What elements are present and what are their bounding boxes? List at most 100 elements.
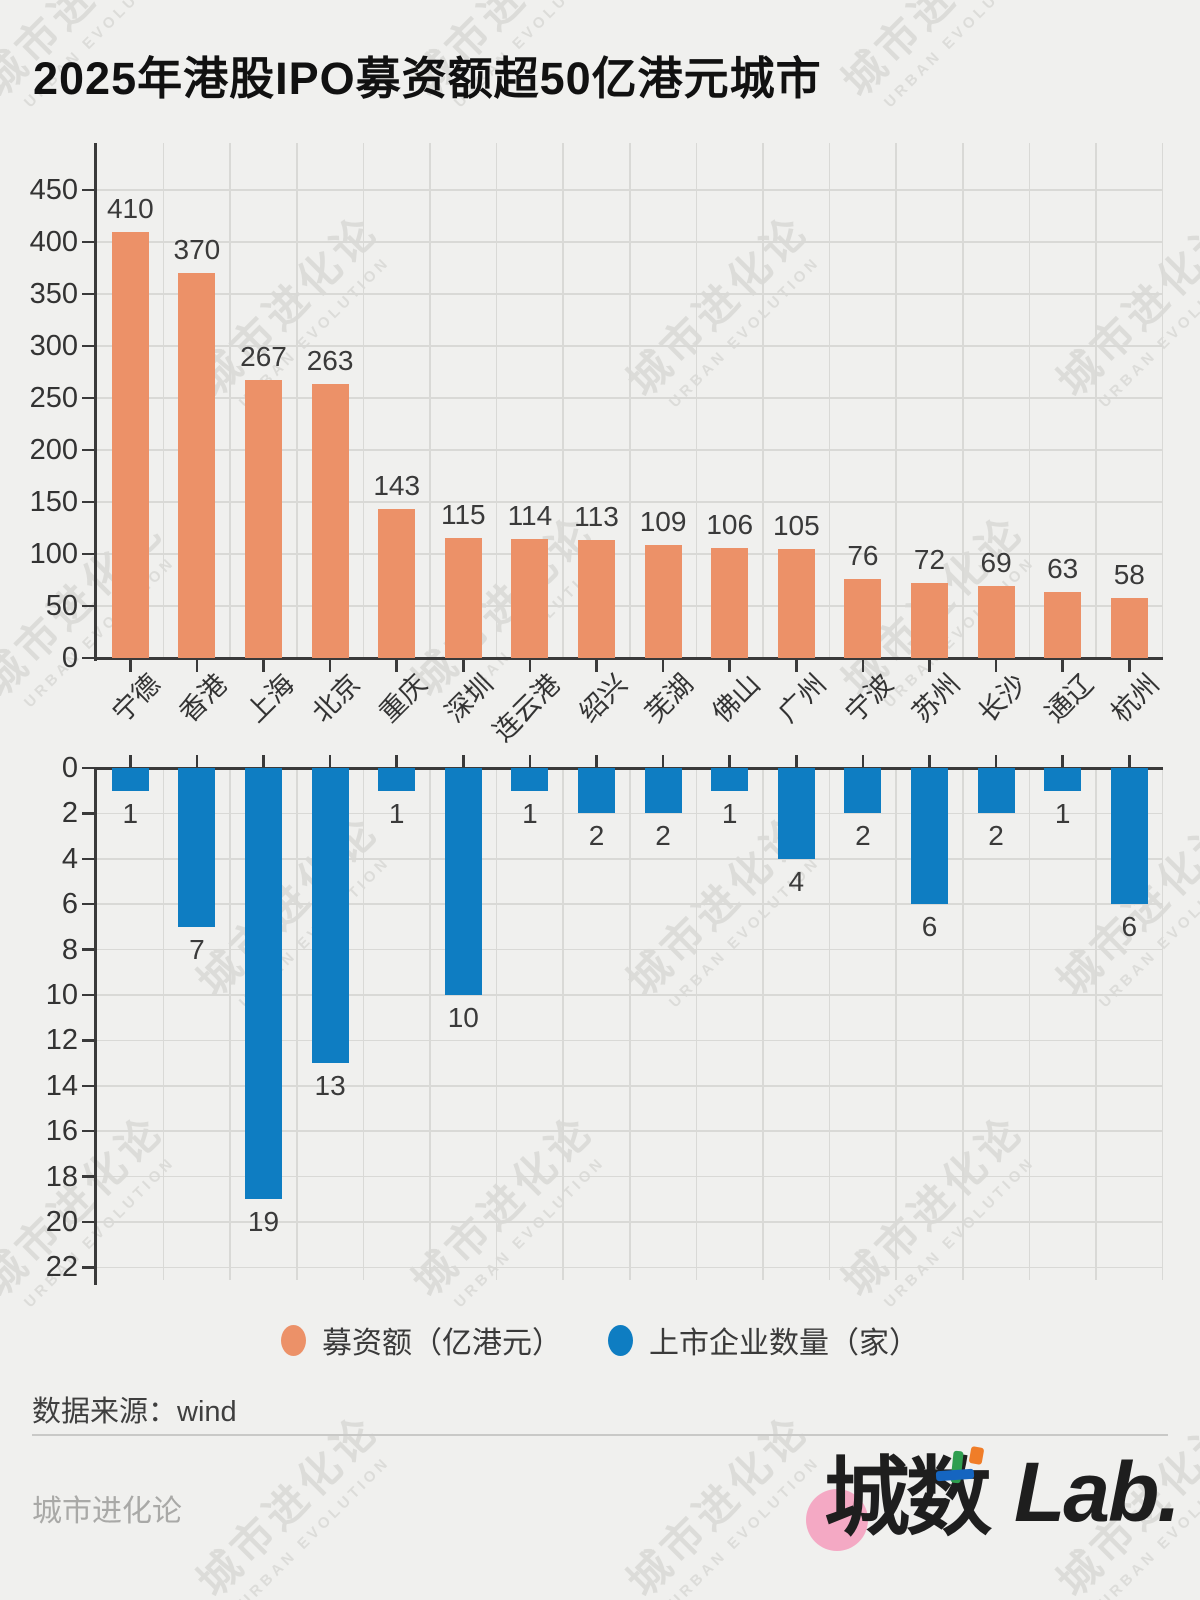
revenue-value-label: 105 xyxy=(772,509,820,541)
bottom-y-tick xyxy=(82,948,94,951)
v-gridline xyxy=(895,768,897,1280)
bottom-y-tick xyxy=(82,766,94,770)
revenue-value-label: 69 xyxy=(980,547,1012,579)
top-x-tick xyxy=(861,659,865,672)
bottom-x-tick xyxy=(1061,754,1064,767)
bottom-y-tick-label: 22 xyxy=(45,1251,78,1284)
revenue-bar xyxy=(311,384,349,658)
v-gridline xyxy=(1161,143,1164,658)
top-y-tick-label: 200 xyxy=(29,434,78,466)
bottom-x-tick xyxy=(395,754,398,767)
legend: 募资额（亿港元） 上市企业数量（家） xyxy=(0,1318,1200,1362)
count-bar xyxy=(911,768,948,905)
bottom-y-axis-line xyxy=(94,766,97,1285)
h-gridline xyxy=(97,858,1163,860)
revenue-bar xyxy=(911,583,948,658)
top-x-tick xyxy=(661,659,665,672)
top-x-tick xyxy=(262,659,265,672)
bottom-x-tick xyxy=(861,754,865,767)
top-y-tick-label: 300 xyxy=(29,330,78,362)
bottom-y-tick xyxy=(82,1266,94,1269)
count-value-label: 10 xyxy=(447,1002,479,1033)
bottom-y-tick-label: 4 xyxy=(61,842,78,875)
v-gridline xyxy=(562,143,564,658)
top-x-tick xyxy=(795,659,798,672)
v-gridline xyxy=(1095,143,1097,658)
top-y-tick-label: 50 xyxy=(45,590,78,622)
bottom-y-tick-label: 6 xyxy=(61,888,78,921)
v-gridline xyxy=(362,143,365,658)
revenue-bar xyxy=(111,231,149,658)
top-x-tick xyxy=(994,659,998,672)
top-y-tick xyxy=(82,448,94,452)
top-x-tick xyxy=(528,659,532,672)
count-bar xyxy=(511,768,549,791)
revenue-value-label: 410 xyxy=(106,192,154,224)
top-x-tick xyxy=(395,659,398,672)
h-gridline xyxy=(97,1175,1163,1178)
bottom-y-tick xyxy=(82,812,94,815)
v-gridline xyxy=(229,768,231,1280)
top-y-tick xyxy=(82,292,94,296)
v-gridline xyxy=(1095,768,1097,1280)
h-gridline xyxy=(97,1039,1163,1042)
bottom-x-axis-line xyxy=(94,766,1163,770)
v-gridline xyxy=(962,768,964,1280)
revenue-bar xyxy=(578,540,615,658)
top-y-tick-label: 450 xyxy=(29,174,78,206)
legend-item-revenue: 募资额（亿港元） xyxy=(281,1318,562,1362)
count-bar xyxy=(378,768,416,791)
revenue-value-label: 115 xyxy=(440,499,486,531)
revenue-bar xyxy=(711,547,749,658)
top-x-tick xyxy=(928,659,931,672)
legend-swatch-count xyxy=(608,1324,633,1356)
v-gridline xyxy=(495,768,498,1280)
revenue-value-label: 58 xyxy=(1113,558,1145,590)
count-bar xyxy=(178,768,216,927)
count-value-label: 1 xyxy=(721,797,738,829)
top-y-tick xyxy=(82,188,94,192)
bottom-y-tick xyxy=(82,857,94,861)
bottom-y-tick-label: 12 xyxy=(45,1024,78,1057)
top-y-tick xyxy=(82,344,94,348)
revenue-bar xyxy=(1044,592,1082,658)
top-x-tick xyxy=(328,659,332,672)
h-gridline xyxy=(97,241,1163,243)
count-bar xyxy=(311,768,349,1064)
top-y-tick xyxy=(82,500,94,504)
h-gridline xyxy=(97,397,1163,399)
footer-divider xyxy=(32,1434,1168,1436)
count-value-label: 4 xyxy=(788,865,805,897)
v-gridline xyxy=(762,768,764,1280)
revenue-value-label: 76 xyxy=(847,539,879,571)
top-y-tick xyxy=(82,240,94,244)
count-value-label: 2 xyxy=(655,820,671,852)
top-y-tick xyxy=(82,604,94,608)
bottom-x-tick xyxy=(129,754,132,767)
top-y-tick xyxy=(82,656,94,660)
count-bar xyxy=(844,768,882,814)
bottom-y-tick xyxy=(82,993,94,997)
revenue-value-label: 113 xyxy=(574,501,619,533)
h-gridline xyxy=(97,1130,1163,1132)
count-value-label: 1 xyxy=(388,797,405,829)
count-bar xyxy=(777,768,815,859)
v-gridline xyxy=(828,768,831,1280)
bottom-y-tick-label: 10 xyxy=(45,979,78,1011)
revenue-value-label: 263 xyxy=(306,345,354,377)
count-value-label: 7 xyxy=(189,933,205,965)
count-value-label: 1 xyxy=(1054,797,1071,829)
bottom-y-tick-label: 0 xyxy=(61,752,78,784)
bottom-x-tick xyxy=(262,754,265,767)
count-bar xyxy=(644,768,682,814)
h-gridline xyxy=(97,812,1163,815)
v-gridline xyxy=(562,768,564,1280)
h-gridline xyxy=(97,293,1163,295)
bottom-y-tick xyxy=(82,1129,94,1133)
h-gridline xyxy=(97,501,1163,503)
bottom-y-tick xyxy=(82,1039,94,1042)
revenue-bar xyxy=(511,539,549,658)
revenue-value-label: 114 xyxy=(507,500,553,532)
revenue-bar xyxy=(644,544,682,658)
